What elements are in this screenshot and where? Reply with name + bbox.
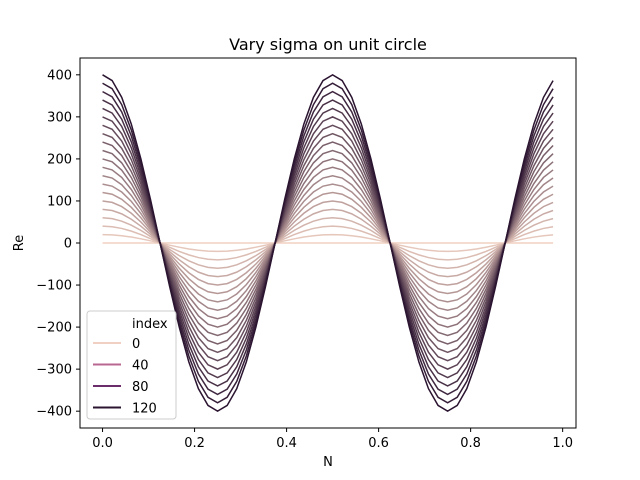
series-line-index-48: [102, 174, 554, 312]
y-tick-label: −300: [36, 363, 72, 378]
x-axis-label: N: [323, 455, 333, 470]
y-tick-label: −400: [36, 405, 72, 420]
series-line-index-114: [102, 82, 554, 404]
y-axis: −400 −300 −200 −100 0 100 200 300 400: [36, 68, 80, 420]
y-tick-label: 300: [47, 110, 72, 125]
y-tick-label: 100: [47, 194, 72, 209]
x-tick-label: 0.0: [92, 436, 113, 451]
series-line-index-54: [102, 166, 554, 320]
series-line-index-18: [102, 217, 554, 269]
y-tick-label: −100: [36, 279, 72, 294]
series-line-index-84: [102, 124, 554, 362]
x-tick-label: 1.0: [552, 436, 573, 451]
legend-title: index: [132, 317, 168, 332]
series-line-index-6: [102, 233, 554, 253]
x-axis: 0.0 0.2 0.4 0.6 0.8 1.0: [92, 428, 573, 451]
x-tick-label: 0.2: [184, 436, 205, 451]
chart-title: Vary sigma on unit circle: [229, 35, 427, 54]
y-axis-label: Re: [12, 235, 27, 251]
series-line-index-96: [102, 107, 554, 379]
series-line-index-30: [102, 200, 554, 286]
series-line-index-120: [102, 73, 554, 413]
y-tick-label: −200: [36, 321, 72, 336]
x-tick-label: 0.6: [368, 436, 389, 451]
series-line-index-72: [102, 141, 554, 345]
series-line-index-60: [102, 158, 554, 328]
legend-label-40: 40: [132, 359, 149, 374]
legend-label-120: 120: [132, 402, 157, 417]
series-line-index-24: [102, 208, 554, 278]
legend-label-0: 0: [132, 337, 140, 352]
y-tick-label: 0: [64, 237, 72, 252]
series-line-index-90: [102, 116, 554, 370]
y-tick-label: 400: [47, 68, 72, 83]
series-line-index-12: [102, 225, 554, 261]
y-tick-label: 200: [47, 152, 72, 167]
series-line-index-102: [102, 99, 554, 387]
series-line-index-66: [102, 149, 554, 337]
series-line-index-42: [102, 183, 554, 303]
series-lines: [102, 73, 554, 413]
legend-label-80: 80: [132, 380, 149, 395]
legend: index 0 40 80 120: [86, 310, 177, 420]
series-line-index-108: [102, 90, 554, 396]
x-tick-label: 0.8: [460, 436, 481, 451]
series-line-index-78: [102, 132, 554, 354]
x-tick-label: 0.4: [276, 436, 297, 451]
legend-box: [86, 310, 177, 420]
series-line-index-36: [102, 191, 554, 295]
